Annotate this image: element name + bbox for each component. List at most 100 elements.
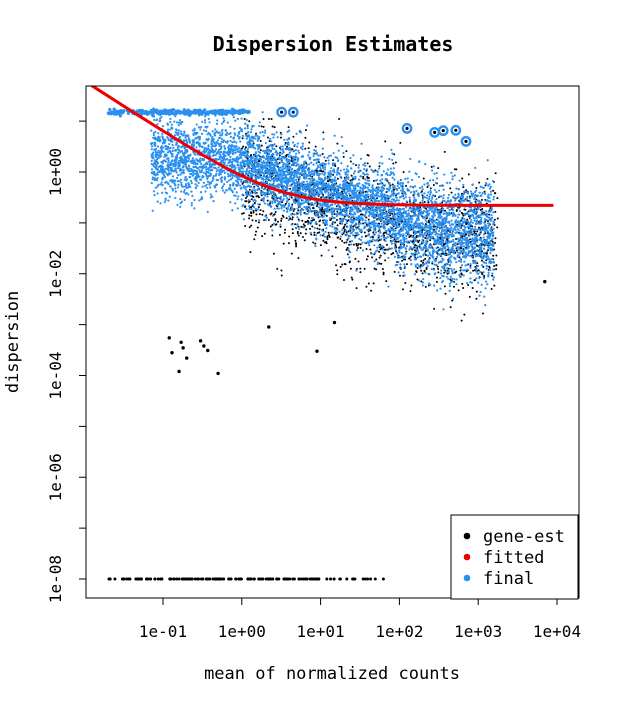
final-point xyxy=(413,190,416,194)
gene-est-point xyxy=(336,142,339,145)
gene-est-point xyxy=(311,225,314,228)
final-point xyxy=(185,140,189,144)
gene-est-point xyxy=(326,175,329,178)
gene-est-point xyxy=(378,262,381,265)
gene-est-point xyxy=(336,177,339,180)
gene-est-point xyxy=(359,243,362,246)
final-point xyxy=(346,225,349,229)
final-point xyxy=(409,198,412,202)
gene-est-point xyxy=(449,306,452,309)
gene-est-point xyxy=(355,267,358,270)
final-point xyxy=(482,271,485,274)
final-point xyxy=(212,175,215,178)
gene-est-point xyxy=(363,267,366,270)
gene-est-point xyxy=(262,210,265,213)
final-point xyxy=(487,184,490,187)
final-point xyxy=(352,154,355,157)
final-point xyxy=(482,186,485,189)
final-point xyxy=(459,237,462,240)
gene-est-point xyxy=(244,146,247,149)
final-point xyxy=(389,229,392,232)
gene-est-point xyxy=(495,254,498,257)
gene-est-point xyxy=(252,211,255,214)
final-point xyxy=(245,118,248,122)
gene-est-point xyxy=(267,325,271,329)
final-point xyxy=(457,192,460,195)
final-point xyxy=(156,123,159,126)
final-point xyxy=(357,225,360,228)
final-point xyxy=(206,139,209,142)
final-point xyxy=(281,145,284,148)
final-point xyxy=(490,258,493,261)
final-point xyxy=(152,133,155,137)
gene-est-point xyxy=(222,577,226,581)
final-point xyxy=(415,253,419,256)
final-point xyxy=(352,162,355,165)
gene-est-point xyxy=(364,190,367,193)
final-point xyxy=(241,205,244,208)
final-point xyxy=(251,167,254,170)
final-point xyxy=(269,137,272,140)
final-point xyxy=(486,283,489,286)
gene-est-point xyxy=(481,208,484,211)
gene-est-point xyxy=(461,235,464,238)
final-point xyxy=(404,228,407,231)
final-point xyxy=(452,240,455,243)
final-point xyxy=(422,226,425,229)
gene-est-point xyxy=(455,168,458,171)
final-point xyxy=(308,158,312,161)
gene-est-point xyxy=(284,142,287,145)
final-point xyxy=(212,166,215,169)
final-point xyxy=(489,193,493,196)
final-point xyxy=(432,165,435,168)
gene-est-point xyxy=(369,229,372,232)
final-point xyxy=(354,232,357,235)
gene-est-point xyxy=(493,218,496,221)
final-point xyxy=(348,256,351,259)
final-point xyxy=(377,199,380,202)
gene-est-point xyxy=(320,209,323,212)
gene-est-point xyxy=(297,234,300,237)
final-point xyxy=(199,128,202,131)
final-point xyxy=(212,138,215,141)
gene-est-point xyxy=(483,190,486,193)
gene-est-point xyxy=(339,222,342,225)
final-point xyxy=(301,145,304,148)
gene-est-point xyxy=(444,292,447,295)
final-point xyxy=(492,220,495,223)
final-point xyxy=(445,239,448,243)
gene-est-point xyxy=(291,577,295,581)
gene-est-point xyxy=(365,258,368,261)
gene-est-point xyxy=(312,241,315,244)
final-point xyxy=(480,237,483,241)
gene-est-point xyxy=(273,126,276,129)
final-point xyxy=(177,124,180,127)
gene-est-point xyxy=(251,191,254,194)
gene-est-point xyxy=(380,262,383,265)
gene-est-point xyxy=(351,178,354,181)
final-point xyxy=(487,222,491,225)
gene-est-point xyxy=(285,145,288,148)
final-point xyxy=(337,203,340,206)
gene-est-point xyxy=(480,198,483,201)
gene-est-point xyxy=(367,177,370,180)
gene-est-point xyxy=(485,252,488,255)
final-point xyxy=(453,174,456,177)
final-point xyxy=(319,166,322,169)
final-point xyxy=(445,181,449,184)
final-point xyxy=(322,138,325,141)
final-point xyxy=(344,173,347,176)
final-point xyxy=(457,213,460,216)
final-point xyxy=(358,227,361,231)
gene-est-point xyxy=(336,269,339,272)
gene-est-point xyxy=(439,211,442,214)
gene-est-point xyxy=(287,126,290,129)
final-point xyxy=(336,156,339,159)
final-point xyxy=(173,134,177,137)
final-point xyxy=(334,176,337,179)
gene-est-point xyxy=(170,351,174,355)
final-point xyxy=(472,261,475,265)
final-point xyxy=(414,185,417,188)
gene-est-point xyxy=(361,577,365,581)
gene-est-point xyxy=(294,223,297,226)
